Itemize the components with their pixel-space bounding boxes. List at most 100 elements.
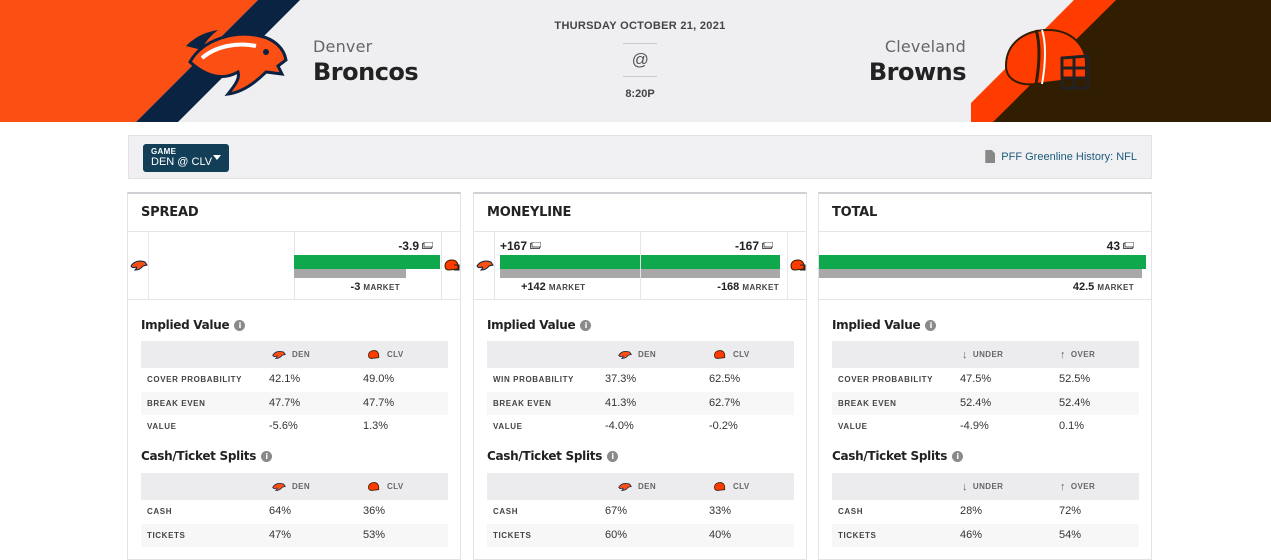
info-icon[interactable]: i — [925, 319, 937, 331]
col-den-label: DEN — [638, 482, 657, 491]
browns-helmet-logo — [1004, 28, 1090, 90]
spread-market: -3 MARKET — [351, 281, 400, 293]
splits-label: Cash/Ticket Splits — [832, 449, 948, 463]
cell-den: 60% — [605, 528, 628, 541]
moneyline-splits-title: Cash/Ticket Splits i — [487, 449, 619, 463]
table-header: DEN CLV — [141, 473, 448, 500]
table-header: DEN CLV — [487, 473, 794, 500]
col-clv: CLV — [712, 341, 750, 368]
cell-clv: 1.3% — [363, 420, 389, 432]
cell-clv: 53% — [363, 528, 386, 541]
game-date: THURSDAY OCTOBER 21, 2021 — [554, 20, 726, 32]
broncos-mini-icon — [272, 483, 286, 491]
spread-market-value: -3 — [350, 281, 361, 293]
total-panel: TOTAL 43 42.5 MARKET Implied Value i ↓ UND… — [818, 192, 1152, 560]
info-icon[interactable]: i — [580, 319, 592, 331]
total-market: 42.5 MARKET — [1073, 281, 1134, 293]
table-row: BREAK EVEN 52.4% 52.4% — [832, 391, 1139, 415]
table-row: VALUE -4.9% 0.1% — [832, 415, 1139, 439]
cell-under: 47.5% — [960, 373, 992, 385]
col-over-label: OVER — [1070, 482, 1096, 491]
implied-value-label: Implied Value — [141, 318, 230, 332]
table-header: ↓ UNDER ↑ OVER — [832, 341, 1139, 368]
spread-pff-value: -3.9 — [398, 239, 433, 253]
info-icon[interactable]: i — [261, 450, 273, 462]
cell-over: 0.1% — [1059, 420, 1085, 432]
cell-clv: 62.7% — [709, 396, 741, 409]
moneyline-away-bar — [500, 255, 640, 269]
table-header: DEN CLV — [487, 341, 794, 368]
cell-clv: 33% — [709, 505, 732, 517]
col-clv-label: CLV — [733, 350, 750, 359]
table-row: WIN PROBABILITY 37.3% 62.5% — [487, 368, 794, 392]
spread-panel: SPREAD -3.9 -3 MARKET Implied Value i DEN… — [127, 192, 461, 560]
greenline-history-link[interactable]: PFF Greenline History: NFL — [985, 150, 1137, 163]
total-implied-table: ↓ UNDER ↑ OVER COVER PROBABILITY 47.5% 52.5%… — [832, 341, 1139, 439]
browns-mini-icon — [368, 350, 380, 359]
broncos-mini-icon — [476, 260, 494, 271]
spread-market-bar — [294, 269, 407, 278]
moneyline-away-market: +142 MARKET — [521, 281, 585, 293]
col-den: DEN — [271, 473, 310, 500]
game-header: Denver Broncos THURSDAY OCTOBER 21, 2021… — [0, 0, 1271, 122]
cell-den: -5.6% — [269, 420, 298, 432]
browns-mini-icon — [790, 259, 806, 271]
cell-den: 47.7% — [269, 396, 301, 409]
greenline-history-label: PFF Greenline History: NFL — [1001, 150, 1137, 163]
table-row: COVER PROBABILITY 42.1% 49.0% — [141, 368, 448, 392]
broncos-mini-icon — [130, 260, 148, 271]
col-den-label: DEN — [638, 350, 657, 359]
browns-mini-icon — [444, 259, 460, 271]
row-label: CASH — [147, 507, 173, 516]
toolbar: GAME DEN @ CLV PFF Greenline History: NF… — [128, 135, 1152, 179]
browns-mini-icon — [714, 350, 726, 359]
arrow-up-icon: ↑ — [1060, 480, 1066, 493]
total-splits-table: ↓ UNDER ↑ OVER CASH 28% 72% TICKETS 46% 54% — [832, 473, 1139, 547]
moneyline-implied-table: DEN CLV WIN PROBABILITY 37.3% 62.5% BREAK … — [487, 341, 794, 439]
col-clv-label: CLV — [733, 482, 750, 491]
moneyline-splits-table: DEN CLV CASH 67% 33% TICKETS 60% 40% — [487, 473, 794, 547]
game-select-dropdown[interactable]: GAME DEN @ CLV — [143, 144, 229, 172]
spread-title: SPREAD — [141, 205, 199, 220]
col-clv-label: CLV — [387, 350, 404, 359]
cash-icon — [1123, 242, 1134, 249]
spread-pff-bar — [294, 255, 440, 269]
total-pff-number: 43 — [1106, 239, 1120, 253]
cell-under: 28% — [960, 505, 983, 517]
table-row: BREAK EVEN 47.7% 47.7% — [141, 391, 448, 415]
table-row: CASH 64% 36% — [141, 500, 448, 524]
table-header: ↓ UNDER ↑ OVER — [832, 473, 1139, 500]
moneyline-home-value: -167 — [735, 239, 773, 253]
home-team-mascot: Browns — [868, 58, 967, 86]
col-den: DEN — [617, 341, 656, 368]
total-market-value: 42.5 — [1072, 281, 1095, 293]
spread-pff-number: -3.9 — [398, 239, 419, 253]
row-label: BREAK EVEN — [147, 398, 206, 408]
moneyline-home-bar — [641, 255, 780, 269]
col-clv-label: CLV — [387, 482, 404, 491]
table-row: VALUE -5.6% 1.3% — [141, 415, 448, 439]
row-label: VALUE — [838, 422, 868, 431]
document-icon — [985, 150, 996, 163]
game-time: 8:20P — [625, 88, 655, 100]
table-row: TICKETS 47% 53% — [141, 523, 448, 547]
arrow-down-icon: ↓ — [962, 480, 968, 493]
table-row: BREAK EVEN 41.3% 62.7% — [487, 391, 794, 415]
market-label: MARKET — [363, 283, 400, 292]
col-den: DEN — [617, 473, 656, 500]
implied-value-label: Implied Value — [832, 318, 921, 332]
total-market-bar — [819, 269, 1143, 278]
info-icon[interactable]: i — [952, 450, 964, 462]
info-icon[interactable]: i — [607, 450, 619, 462]
splits-label: Cash/Ticket Splits — [141, 449, 257, 463]
spread-splits-title: Cash/Ticket Splits i — [141, 449, 273, 463]
info-icon[interactable]: i — [234, 319, 246, 331]
divider — [148, 232, 149, 300]
moneyline-home-market: -168 MARKET — [717, 281, 779, 293]
moneyline-away-number: +167 — [500, 239, 528, 253]
row-label: WIN PROBABILITY — [493, 375, 574, 384]
spread-bars: -3.9 -3 MARKET — [128, 231, 460, 300]
col-under: ↓ UNDER — [962, 341, 1003, 368]
cell-clv: 47.7% — [363, 396, 395, 409]
spread-implied-table: DEN CLV COVER PROBABILITY 42.1% 49.0% BREA… — [141, 341, 448, 439]
